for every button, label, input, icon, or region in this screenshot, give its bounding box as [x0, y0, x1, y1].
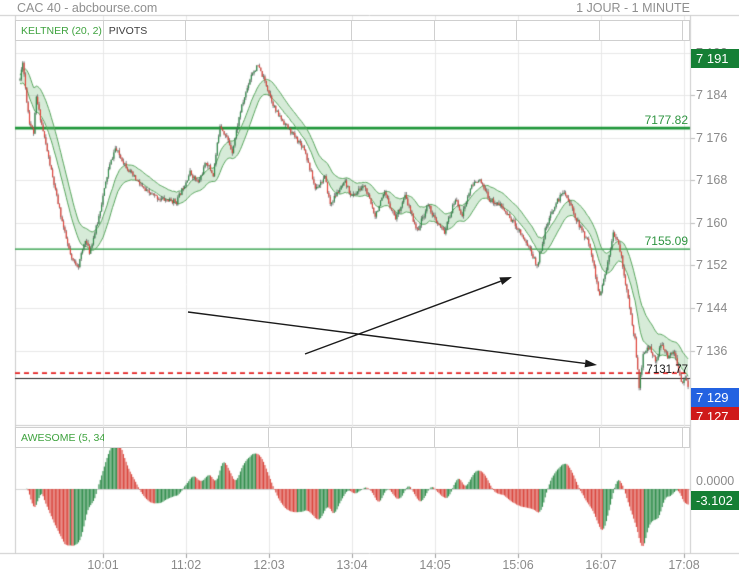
indicator-tab-keltner[interactable]: KELTNER (20, 2) [16, 21, 104, 40]
indicator-tab-empty [682, 21, 689, 40]
indicator-tab-empty [269, 428, 353, 447]
support-level-label: 7131.77 [646, 364, 688, 377]
price-tick-label: 7 144 [696, 301, 728, 315]
price-tick-label: 7 136 [696, 343, 728, 358]
indicator-tab-empty [186, 428, 270, 447]
indicator-tab-empty [352, 428, 435, 447]
indicator-tab-empty [269, 21, 352, 40]
indicator-tab-empty [517, 428, 601, 447]
indicator-tab-empty [600, 428, 684, 447]
oscillator-indicator-tabs: AWESOME (5, 34) [15, 427, 690, 448]
day-high-badge: 7 191 [691, 48, 739, 68]
price-tick-label: 7 160 [696, 215, 728, 230]
time-tick-label: 17:08 [668, 558, 700, 572]
indicator-tab-empty [434, 428, 518, 447]
time-tick-label: 10:01 [87, 558, 119, 572]
indicator-tab-empty [104, 428, 187, 447]
pivot-level-label: 7155.09 [644, 234, 688, 249]
price-tick-label: 7 176 [696, 130, 728, 145]
time-tick-label: 11:02 [170, 558, 202, 572]
indicator-tab-awesome[interactable]: AWESOME (5, 34) [16, 428, 109, 447]
time-tick-label: 16:07 [585, 558, 617, 572]
day-low-badge: 7 127 [691, 407, 739, 420]
time-tick-label: 12:03 [253, 558, 285, 572]
resistance-level-label: 7177.82 [644, 113, 688, 128]
time-tick-label: 13:04 [336, 558, 368, 572]
timeframe-label: 1 JOUR - 1 MINUTE [576, 1, 690, 15]
price-indicator-tabs: KELTNER (20, 2) PIVOTS [15, 20, 690, 41]
price-tick-label: 7 152 [696, 258, 728, 273]
indicator-tab-empty [600, 21, 683, 40]
indicator-tab-empty [683, 428, 690, 447]
indicator-tab-empty [351, 21, 435, 40]
indicator-tab-empty [517, 21, 601, 40]
indicator-tab-pivots[interactable]: PIVOTS [103, 21, 187, 40]
price-tick-label: 7 168 [696, 173, 728, 188]
time-tick-label: 15:06 [502, 558, 534, 572]
instrument-title: CAC 40 - abcbourse.com [17, 1, 158, 15]
ao-value-badge: -3.102 [691, 491, 739, 510]
indicator-tab-empty [186, 21, 270, 40]
indicator-tab-empty [434, 21, 518, 40]
time-tick-label: 14:05 [419, 558, 451, 572]
ao-zero-label: 0.0000 [696, 474, 735, 488]
last-price-badge: 7 129 [691, 388, 739, 407]
price-tick-label: 7 184 [696, 88, 728, 103]
